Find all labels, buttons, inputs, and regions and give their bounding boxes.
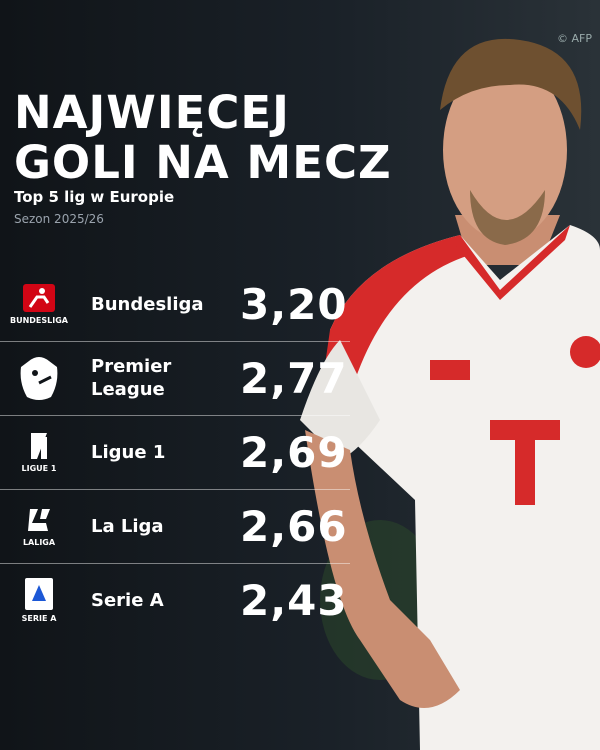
logo-text: LIGUE 1 xyxy=(21,464,57,473)
league-logo: BUNDESLIGA xyxy=(10,275,68,333)
league-name: La Liga xyxy=(91,515,164,537)
league-row: LALIGA La Liga 2,66 xyxy=(0,489,350,564)
goals-per-match: 3,20 xyxy=(240,279,348,329)
goals-per-match: 2,66 xyxy=(240,501,348,551)
title-line: GOLI NA MECZ xyxy=(14,136,392,189)
title: NAJWIĘCEJ GOLI NA MECZ xyxy=(14,88,392,188)
season: Sezon 2025/26 xyxy=(14,212,104,226)
league-name: Ligue 1 xyxy=(91,441,166,463)
league-name: Bundesliga xyxy=(91,293,204,315)
logo-text: SERIE A xyxy=(21,614,57,623)
league-row: BUNDESLIGA Bundesliga 3,20 xyxy=(0,267,350,342)
league-logo: LIGUE 1 xyxy=(12,423,66,481)
logo-icon xyxy=(23,284,55,312)
league-name: Serie A xyxy=(91,589,164,611)
league-name: Premier League xyxy=(91,356,172,400)
photo-credit: © AFP xyxy=(557,32,592,45)
logo-icon xyxy=(31,433,47,459)
league-logo: LALIGA xyxy=(12,497,66,555)
goals-per-match: 2,43 xyxy=(240,575,348,625)
title-line: NAJWIĘCEJ xyxy=(14,86,290,139)
logo-text: LALIGA xyxy=(22,538,56,547)
league-row: SERIE A Serie A 2,43 xyxy=(0,563,350,637)
logo-icon xyxy=(20,357,58,400)
league-row: LIGUE 1 Ligue 1 2,69 xyxy=(0,415,350,490)
logo-text: BUNDESLIGA xyxy=(10,316,68,325)
league-row: Premier League 2,77 xyxy=(0,341,350,416)
subtitle: Top 5 lig w Europie xyxy=(14,188,175,206)
logo-icon xyxy=(28,509,50,531)
goals-per-match: 2,77 xyxy=(240,353,348,403)
league-logo: SERIE A xyxy=(12,571,66,629)
goals-per-match: 2,69 xyxy=(240,427,348,477)
league-logo xyxy=(12,349,66,407)
logo-icon xyxy=(25,578,53,610)
